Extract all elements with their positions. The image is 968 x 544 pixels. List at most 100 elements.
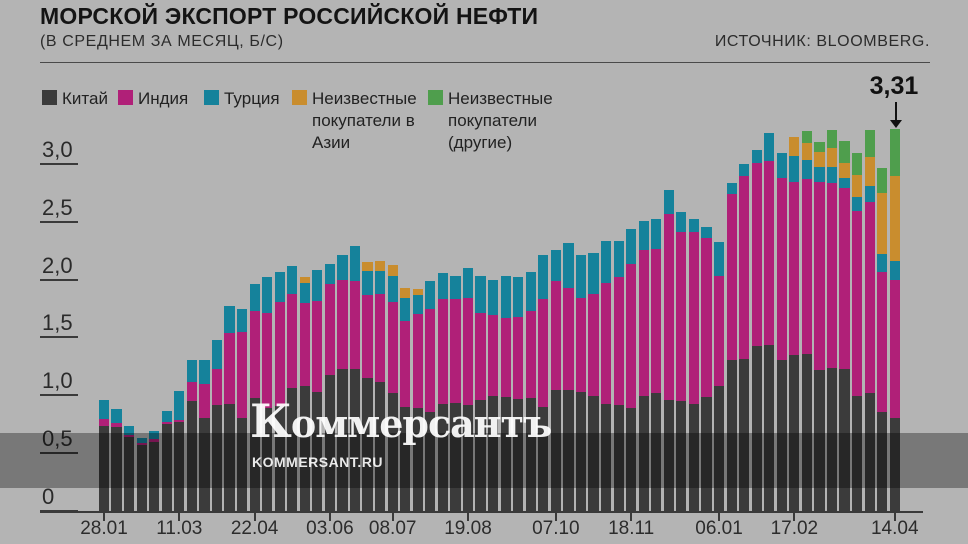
bar-segment — [550, 250, 561, 282]
x-tick-label: 08.07 — [368, 518, 417, 539]
bar-segment — [262, 408, 273, 511]
bar-segment — [375, 381, 386, 511]
bar-segment — [663, 400, 674, 511]
x-tick-line — [893, 513, 896, 521]
x-tick-label: 18.11 — [608, 518, 655, 539]
stacked-bar — [274, 272, 285, 511]
bar-segment — [801, 131, 812, 143]
stacked-bar — [889, 129, 900, 511]
bar-segment — [776, 153, 787, 178]
bar-segment — [174, 422, 185, 511]
stacked-bar — [236, 309, 248, 511]
bar-segment — [98, 418, 110, 426]
bar-segment — [889, 260, 900, 281]
bar-segment — [262, 276, 273, 313]
bar-segment — [312, 392, 323, 511]
bar-segment — [852, 153, 863, 176]
bar-segment — [563, 243, 574, 289]
bar-segment — [136, 445, 147, 511]
stacked-bar — [299, 276, 310, 511]
stacked-bar — [575, 254, 587, 511]
bar-segment — [124, 425, 135, 435]
y-tick-line — [40, 278, 78, 281]
legend-label: Китай — [62, 89, 108, 108]
stacked-bar — [726, 183, 737, 511]
stacked-bar — [525, 272, 536, 511]
bar-segment — [563, 389, 574, 511]
bar-segment — [362, 271, 373, 296]
kommersant-url: KOMMERSANT.RU — [252, 454, 383, 470]
bar-segment — [600, 403, 612, 511]
stacked-bar — [864, 130, 875, 511]
bar-segment — [600, 282, 612, 404]
x-tick-label: 22.04 — [230, 518, 279, 539]
x-tick-line — [467, 513, 469, 521]
bar-segment — [375, 270, 386, 295]
stacked-bar — [588, 252, 599, 511]
bar-segment — [751, 162, 762, 346]
bar-segment — [739, 163, 750, 177]
bar-segment — [425, 411, 436, 511]
x-axis-line — [40, 511, 923, 513]
y-tick-label: 0 — [42, 483, 55, 509]
bar-segment — [211, 369, 223, 405]
x-tick-label: 17.02 — [770, 518, 819, 539]
y-tick-label: 0,5 — [42, 425, 73, 451]
bar-segment — [387, 302, 398, 394]
bar-segment — [525, 397, 536, 511]
bar-segment — [488, 280, 499, 315]
bar-segment — [500, 275, 511, 319]
bar-segment — [613, 404, 624, 511]
bar-segment — [789, 137, 800, 156]
stacked-bar — [789, 137, 800, 511]
bar-segment — [525, 311, 536, 398]
x-tick-line — [554, 513, 557, 521]
stacked-bar — [262, 276, 273, 511]
bar-segment — [651, 219, 662, 250]
bar-segment — [889, 176, 900, 261]
bar-segment — [801, 354, 812, 511]
stacked-bar — [488, 280, 499, 511]
stacked-bar — [739, 163, 750, 511]
bar-segment — [801, 178, 812, 355]
bar-segment — [149, 431, 160, 440]
legend-swatch — [42, 90, 57, 105]
bar-segment — [726, 193, 737, 360]
bar-segment — [500, 318, 511, 397]
y-tick-line — [40, 509, 78, 512]
stacked-bar — [412, 289, 423, 511]
bar-segment — [400, 407, 411, 511]
bar-segment — [826, 367, 838, 511]
bar-segment — [814, 167, 825, 183]
bar-segment — [249, 397, 260, 511]
bar-segment — [701, 237, 712, 397]
bar-segment — [575, 297, 587, 393]
bar-segment — [224, 403, 235, 511]
bar-segment — [149, 441, 160, 511]
bar-segment — [412, 289, 423, 296]
bar-segment — [136, 438, 147, 443]
stacked-bar — [425, 281, 436, 511]
bar-segment — [513, 317, 524, 400]
bar-segment — [98, 400, 110, 419]
bar-segment — [274, 302, 285, 406]
bar-segment — [864, 156, 875, 186]
bar-segment — [475, 400, 486, 511]
bar-segment — [563, 288, 574, 390]
stacked-bar — [600, 241, 612, 511]
bar-segment — [513, 276, 524, 318]
bar-segment — [801, 142, 812, 161]
legend-label: Индия — [138, 89, 189, 108]
y-tick-label: 3,0 — [42, 137, 73, 163]
stacked-bar — [375, 260, 386, 511]
bar-segment — [199, 417, 210, 511]
bar-segment — [651, 249, 662, 394]
stacked-bar — [450, 275, 461, 511]
bar-segment — [299, 282, 310, 304]
bar-segment — [839, 369, 850, 511]
bar-segment — [274, 406, 285, 511]
bar-segment — [98, 425, 110, 511]
stacked-bar — [852, 153, 863, 511]
bar-segment — [801, 160, 812, 179]
x-tick-line — [391, 513, 394, 521]
